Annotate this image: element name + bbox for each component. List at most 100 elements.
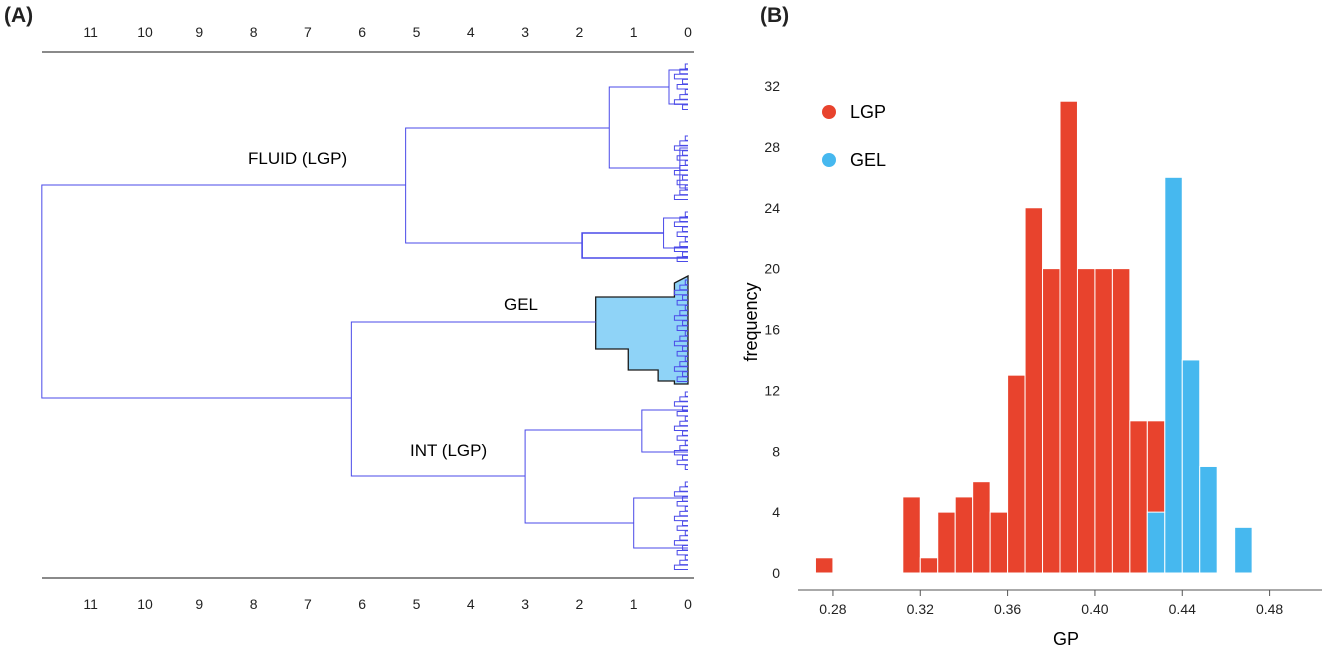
- x-tick-label: 0.44: [1169, 601, 1196, 617]
- x-tick-label: 0.36: [994, 601, 1021, 617]
- bar-gel: [1181, 359, 1201, 574]
- gel-cluster-shading: [595, 274, 689, 385]
- legend-marker-gel: [822, 153, 836, 167]
- int-leaf-link: [679, 535, 688, 541]
- int-leaf-link: [682, 496, 688, 502]
- int-leaf-link: [684, 554, 688, 561]
- y-tick-label: 0: [772, 565, 780, 581]
- bar-gel: [1146, 511, 1166, 574]
- int-leaf-link: [676, 435, 688, 441]
- bar-lgp: [937, 511, 956, 574]
- top-axis-tick-label: 3: [521, 24, 529, 40]
- histogram-bars: [814, 100, 1253, 574]
- fluid-branch-link: [405, 127, 610, 244]
- gel-leaf-link: [684, 305, 688, 311]
- bar-gel: [1199, 465, 1218, 574]
- bottom-axis-tick-label: 5: [413, 596, 421, 612]
- int-leaf-link: [682, 520, 688, 527]
- fluid-leaf-link: [673, 194, 688, 201]
- y-tick-label: 32: [764, 78, 780, 94]
- cluster-label-fluid: FLUID (LGP): [248, 149, 347, 168]
- fluid-leaf-link: [676, 231, 688, 237]
- top-axis-tick-label: 4: [467, 24, 475, 40]
- gel-leaf-link: [676, 299, 688, 306]
- int-leaf-link: [679, 486, 688, 492]
- cluster-label-gel: GEL: [504, 295, 538, 314]
- legend-label-lgp: LGP: [850, 102, 886, 122]
- panel-b-label: (B): [760, 4, 790, 27]
- y-tick-label: 16: [764, 322, 780, 338]
- int-leaf-link: [679, 420, 688, 427]
- int-leaf-link: [673, 491, 688, 497]
- bar-lgp: [1129, 420, 1148, 574]
- fluid-leaf-link: [673, 221, 688, 227]
- bottom-axis-tick-label: 0: [684, 596, 692, 612]
- int-leaf-link: [684, 464, 688, 471]
- bottom-axis-tick-label: 7: [304, 596, 312, 612]
- panel-a-label: (A): [4, 4, 34, 27]
- legend-label-gel: GEL: [850, 150, 886, 170]
- fluid-leaf-link: [679, 140, 688, 146]
- fluid-link: [581, 232, 688, 259]
- top-axis-tick-label: 8: [250, 24, 258, 40]
- bottom-axis-tick-label: 2: [576, 596, 584, 612]
- root-link: [41, 184, 406, 399]
- top-axis-tick-label: 6: [358, 24, 366, 40]
- y-tick-label: 8: [772, 443, 780, 459]
- top-axis-tick-label: 11: [83, 24, 98, 40]
- fluid-leaf-link: [682, 150, 688, 156]
- x-tick-label: 0.40: [1081, 601, 1108, 617]
- bar-lgp: [954, 496, 974, 574]
- dendrogram-tree: [41, 63, 689, 571]
- bottom-axis-tick-label: 4: [467, 596, 475, 612]
- int-leaf-link: [684, 415, 688, 422]
- int-leaf-link: [679, 445, 688, 451]
- int-leaf-link: [676, 501, 688, 507]
- int-leaf-link: [684, 391, 688, 397]
- fluid-leaf-link: [682, 226, 688, 232]
- gel-leaf-link: [673, 315, 688, 321]
- gel-leaf-link: [682, 371, 688, 377]
- gel-leaf-link: [684, 356, 688, 362]
- bar-lgp: [1076, 268, 1096, 574]
- fluid-leaf-link: [684, 63, 688, 70]
- fluid-leaf-link: [684, 135, 688, 141]
- bottom-axis-tick-label: 3: [521, 596, 529, 612]
- top-axis-tick-label: 10: [137, 24, 153, 40]
- bar-lgp: [919, 557, 939, 574]
- int-leaf-link: [684, 440, 688, 446]
- int-leaf-link: [676, 411, 688, 417]
- y-tick-label: 20: [764, 261, 780, 277]
- gel-leaf-link: [673, 366, 688, 372]
- cluster-label-int: INT (LGP): [410, 441, 487, 460]
- int-leaf-link: [676, 549, 688, 556]
- gel-leaf-link: [679, 361, 688, 367]
- fluid-leaf-link: [684, 236, 688, 242]
- histogram-legend: LGP GEL: [822, 102, 886, 170]
- fluid-leaf-link: [679, 189, 688, 196]
- gel-leaf-link: [676, 376, 688, 382]
- bottom-axis-tick-label: 6: [358, 596, 366, 612]
- top-axis-tick-label: 2: [576, 24, 584, 40]
- int-leaf-link: [676, 459, 688, 466]
- gel-leaf-link: [679, 284, 688, 291]
- bar-lgp: [972, 481, 991, 574]
- bar-lgp: [1024, 207, 1044, 574]
- x-tick-label: 0.28: [819, 601, 846, 617]
- gel-leaf-link: [673, 289, 688, 296]
- bar-lgp: [1111, 268, 1131, 574]
- fluid-leaf-link: [673, 169, 688, 176]
- fluid-leaf-link: [679, 165, 688, 171]
- fluid-link: [679, 147, 688, 189]
- int-leaf-link: [673, 515, 688, 522]
- bar-lgp: [1007, 374, 1026, 574]
- top-axis-tick-label: 7: [304, 24, 312, 40]
- gel-leaf-link: [684, 330, 688, 337]
- bottom-axis-tick-label: 10: [137, 596, 153, 612]
- y-tick-label: 4: [772, 504, 780, 520]
- gel-leaf-link: [682, 345, 688, 352]
- fluid-leaf-link: [679, 68, 688, 75]
- bottom-axis-tick-label: 1: [630, 596, 638, 612]
- legend-marker-lgp: [822, 105, 836, 119]
